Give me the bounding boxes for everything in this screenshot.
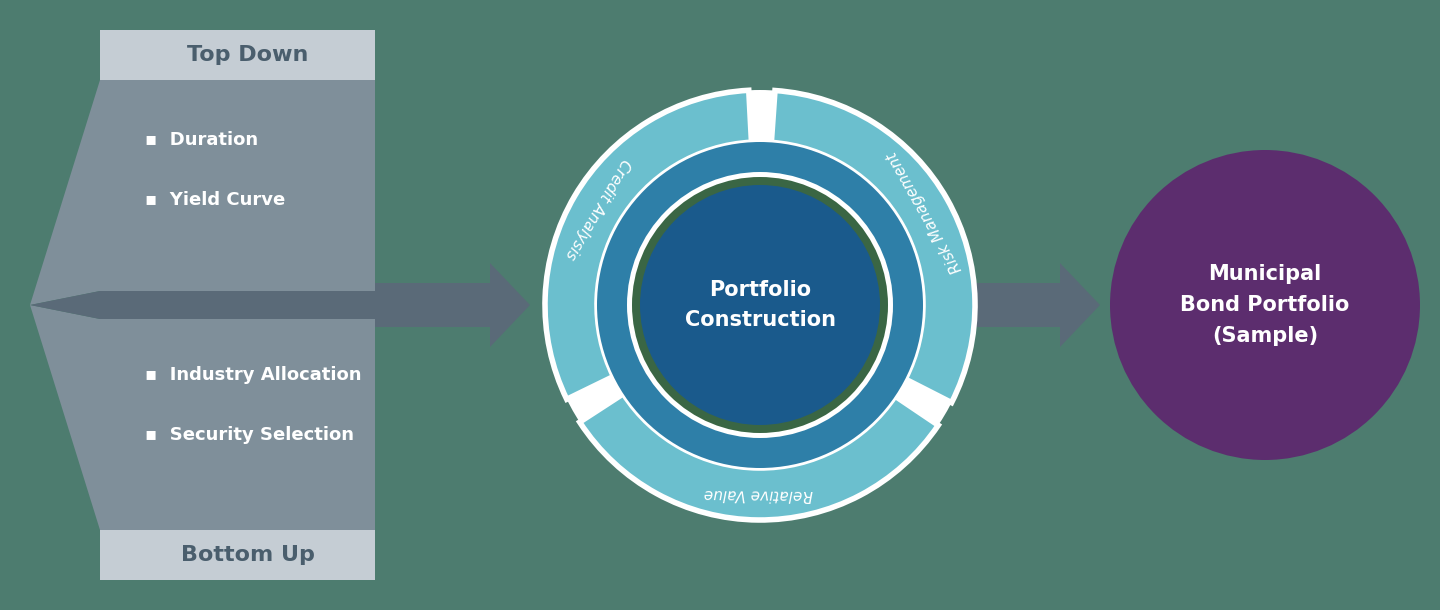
- Text: ▪  Security Selection: ▪ Security Selection: [145, 426, 354, 444]
- Polygon shape: [99, 530, 374, 580]
- Circle shape: [1110, 150, 1420, 460]
- Polygon shape: [30, 305, 374, 530]
- Text: Top Down: Top Down: [187, 45, 308, 65]
- Text: ▪  Industry Allocation: ▪ Industry Allocation: [145, 366, 361, 384]
- Text: Portfolio
Construction: Portfolio Construction: [684, 280, 835, 330]
- Polygon shape: [975, 263, 1100, 347]
- Text: ▪  Yield Curve: ▪ Yield Curve: [145, 191, 285, 209]
- Circle shape: [632, 177, 888, 433]
- Polygon shape: [374, 263, 530, 347]
- Text: Municipal
Bond Portfolio
(Sample): Municipal Bond Portfolio (Sample): [1181, 264, 1349, 346]
- Circle shape: [639, 185, 880, 425]
- Circle shape: [544, 90, 975, 520]
- Text: Credit Analysis: Credit Analysis: [562, 156, 632, 262]
- Wedge shape: [772, 90, 975, 403]
- Text: Relative Value: Relative Value: [704, 486, 814, 502]
- Text: Risk Management: Risk Management: [884, 149, 965, 275]
- Polygon shape: [30, 80, 374, 305]
- Wedge shape: [544, 90, 752, 400]
- Circle shape: [598, 142, 923, 468]
- Text: Bottom Up: Bottom Up: [180, 545, 314, 565]
- Wedge shape: [580, 394, 939, 520]
- Polygon shape: [30, 291, 374, 319]
- Polygon shape: [99, 30, 374, 80]
- Text: ▪  Duration: ▪ Duration: [145, 131, 258, 149]
- Circle shape: [626, 172, 893, 438]
